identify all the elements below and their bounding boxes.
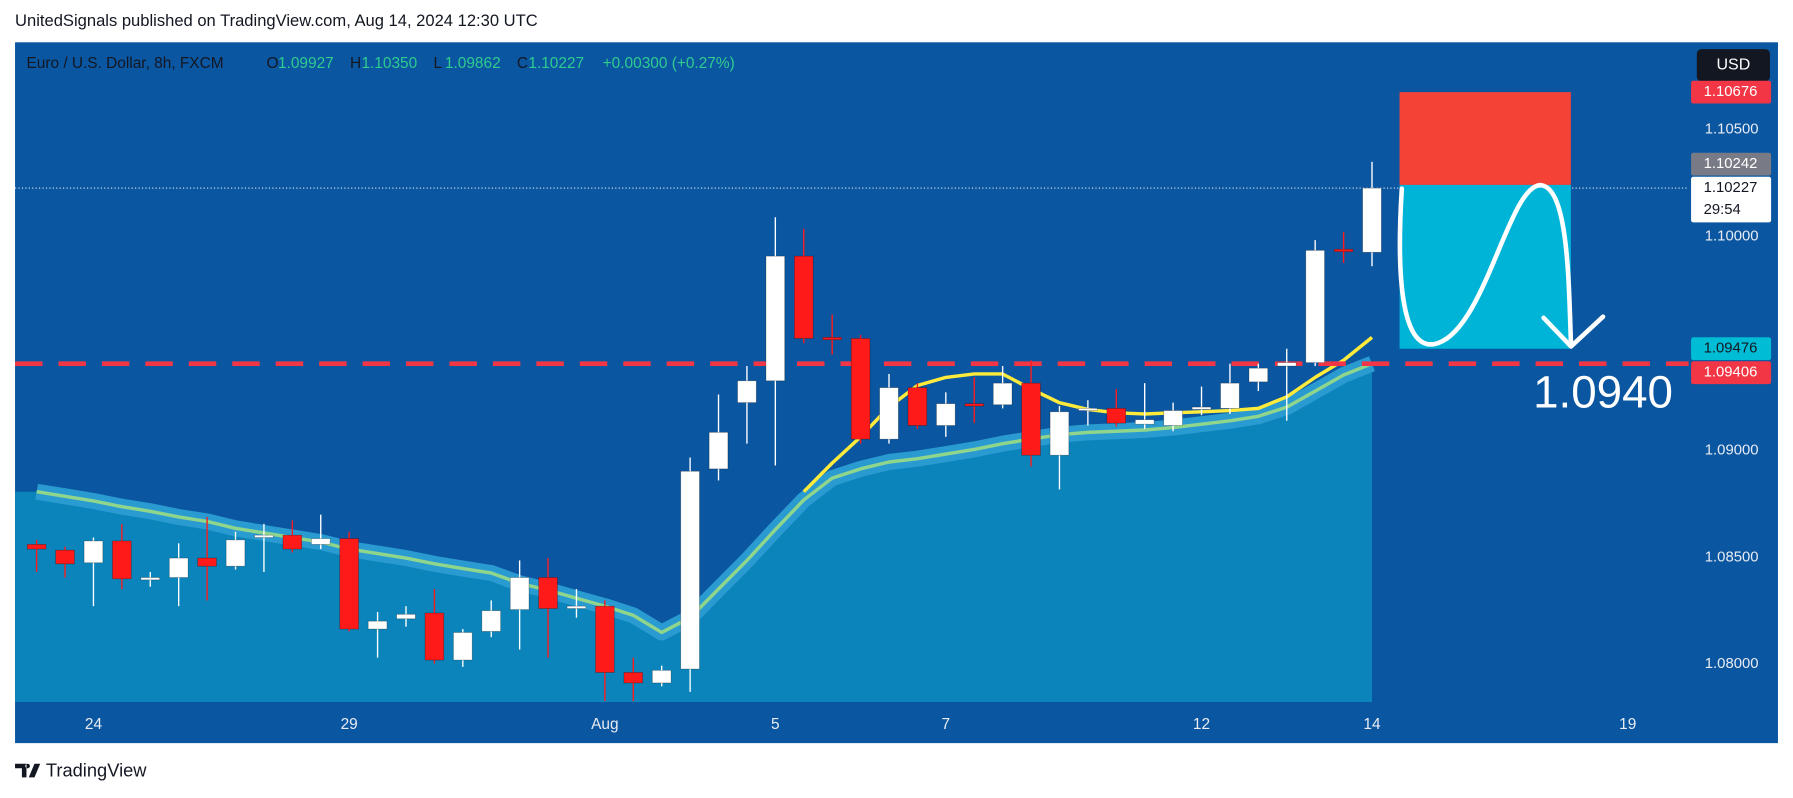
price-label-box <box>1691 152 1772 176</box>
currency-label: USD <box>1716 56 1750 73</box>
price-label-box <box>1691 337 1772 361</box>
price-label-box <box>1691 361 1772 385</box>
legend-key: L <box>433 55 442 72</box>
candle-body <box>197 557 217 567</box>
candle-body <box>311 538 331 545</box>
candle-body <box>1248 367 1269 383</box>
legend-key: H <box>350 55 361 72</box>
candle-body <box>936 403 956 426</box>
candle-body <box>282 534 303 550</box>
candle-body <box>396 613 416 620</box>
candle-body <box>651 669 672 684</box>
drawn-arrow <box>1397 182 1606 349</box>
candle-body <box>1021 382 1041 456</box>
x-tick-label: 14 <box>1363 716 1381 733</box>
candle-body <box>907 387 928 426</box>
countdown-label: 29:54 <box>1704 202 1741 218</box>
candle-body <box>822 337 842 341</box>
x-tick-label: 19 <box>1619 716 1636 733</box>
legend-value: 1.10227 <box>528 55 584 72</box>
candle-body <box>509 577 530 610</box>
legend-value: 1.10350 <box>361 55 417 72</box>
price-label-box <box>1691 80 1772 104</box>
brand-logo: TradingView <box>15 760 147 781</box>
candle-body <box>83 540 104 564</box>
candle-body <box>26 544 47 550</box>
candle-body <box>1362 187 1382 253</box>
candle-body <box>680 470 700 670</box>
candle-body <box>1333 248 1354 252</box>
candle-body <box>964 403 984 407</box>
ma-line <box>36 362 1373 635</box>
candle-body <box>765 255 786 382</box>
candle-body <box>112 540 132 580</box>
x-tick-label: Aug <box>591 716 618 733</box>
plot-area <box>15 161 1689 702</box>
x-tick-label: 5 <box>771 716 780 733</box>
y-tick-label: 1.09000 <box>1705 442 1759 458</box>
candle-body <box>566 605 587 609</box>
candle-body <box>1191 406 1212 410</box>
candle-body <box>737 380 757 403</box>
candle-body <box>367 620 388 630</box>
candle-body <box>1134 419 1155 425</box>
candle-body <box>1163 410 1183 426</box>
candle-body <box>708 431 729 470</box>
legend-value: 1.09927 <box>278 55 334 72</box>
candle-body <box>225 539 246 567</box>
candle-body <box>1049 411 1070 456</box>
candle-body <box>453 632 473 661</box>
price-label-box <box>1691 176 1772 223</box>
price-label: 1.10227 <box>1704 180 1758 196</box>
legend-value: 1.09862 <box>445 55 501 72</box>
x-tick-label: 7 <box>942 716 951 733</box>
x-tick-label: 29 <box>341 716 358 733</box>
y-tick-label: 1.10000 <box>1705 229 1759 245</box>
candle-body <box>339 538 359 630</box>
candle-body <box>1305 250 1325 363</box>
target-zone <box>1399 184 1571 349</box>
candle-body <box>1078 408 1098 411</box>
candle-body <box>794 255 814 339</box>
candle-body <box>992 382 1013 406</box>
publish-header: UnitedSignals published on TradingView.c… <box>15 11 538 30</box>
overlay: Euro / U.S. Dollar, 8h, FXCM O 1.09927 H 1.1… <box>26 49 1772 733</box>
legend-key: O <box>267 55 279 72</box>
y-tick-label: 1.10500 <box>1705 122 1759 138</box>
candle-body <box>140 577 161 581</box>
candle-body <box>623 672 644 684</box>
candle-body <box>879 387 899 440</box>
price-label: 1.09476 <box>1704 341 1758 357</box>
candle-body <box>595 605 615 673</box>
candle-body <box>1277 362 1297 367</box>
candle-body <box>424 612 445 661</box>
annotation: 1.0940 <box>1533 367 1673 418</box>
candle-body <box>538 577 558 609</box>
brand-name: TradingView <box>46 760 147 781</box>
logo-icon <box>15 763 41 778</box>
candle-body <box>481 610 501 632</box>
price-label: 1.09406 <box>1704 365 1758 381</box>
candle-body <box>55 549 75 565</box>
currency-button[interactable] <box>1696 49 1770 82</box>
x-tick-label: 24 <box>85 716 103 733</box>
legend-change: +0.00300 (+0.27%) <box>603 55 735 72</box>
candle-body <box>254 534 274 538</box>
price-label: 1.10676 <box>1704 84 1758 100</box>
y-tick-label: 1.08500 <box>1705 549 1759 565</box>
candle-body <box>1220 382 1240 409</box>
candle-body <box>168 557 189 578</box>
x-tick-label: 12 <box>1193 716 1210 733</box>
candle-body <box>850 338 871 440</box>
price-label: 1.10242 <box>1704 156 1758 172</box>
y-tick-label: 1.08000 <box>1705 656 1759 672</box>
symbol-legend: Euro / U.S. Dollar, 8h, FXCM <box>26 55 223 72</box>
stop-zone <box>1399 92 1571 185</box>
candle-body <box>1106 408 1127 424</box>
legend-key: C <box>517 55 528 72</box>
